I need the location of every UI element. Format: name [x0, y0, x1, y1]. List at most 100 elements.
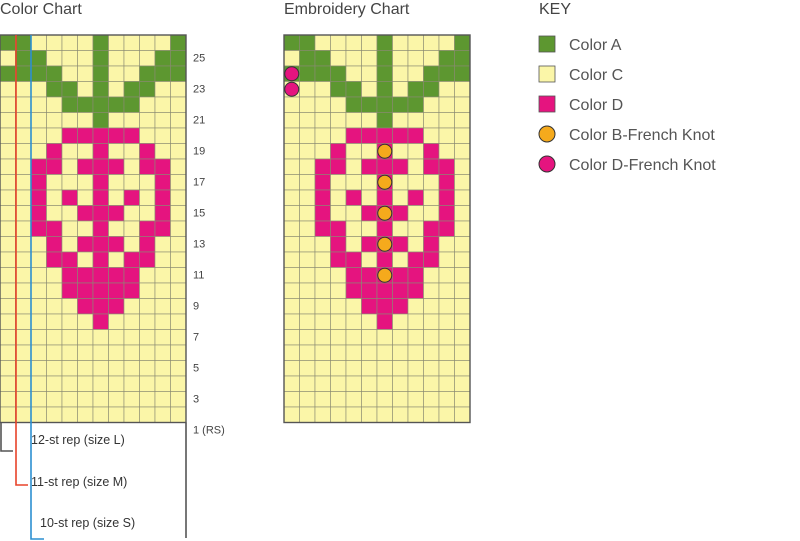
color-chart-stitch-15-7	[108, 267, 125, 284]
color-chart-stitch-21-1	[15, 360, 32, 377]
color-chart-stitch-2-1	[15, 65, 32, 82]
embroidery-chart-stitch-1-10	[438, 50, 455, 67]
embroidery-chart-stitch-0-7	[392, 34, 409, 51]
color-chart-stitch-1-5	[77, 50, 94, 67]
embroidery-chart-stitch-17-11	[454, 298, 471, 315]
embroidery-chart-stitch-19-9	[423, 329, 440, 346]
color-chart-stitch-18-3	[46, 313, 63, 330]
embroidery-chart-stitch-9-1	[299, 174, 316, 191]
color-chart-stitch-10-10	[154, 189, 171, 206]
color-chart-stitch-1-1	[15, 50, 32, 67]
color-chart-stitch-11-5	[77, 205, 94, 222]
color-chart-stitch-9-8	[123, 174, 140, 191]
color-chart-stitch-2-0	[0, 65, 16, 82]
embroidery-chart-stitch-3-3	[330, 81, 347, 98]
color-chart-stitch-16-9	[139, 282, 156, 299]
embroidery-chart-stitch-7-4	[345, 143, 362, 160]
embroidery-chart-stitch-10-0	[283, 189, 300, 206]
embroidery-chart-stitch-6-7	[392, 127, 409, 144]
color-chart-stitch-15-4	[61, 267, 78, 284]
embroidery-chart-stitch-11-4	[345, 205, 362, 222]
embroidery-chart-stitch-7-2	[314, 143, 331, 160]
embroidery-chart-stitch-15-8	[407, 267, 424, 284]
embroidery-chart-stitch-9-4	[345, 174, 362, 191]
embroidery-chart-stitch-20-2	[314, 344, 331, 361]
color-chart-stitch-0-11	[170, 34, 187, 51]
embroidery-chart-stitch-0-5	[361, 34, 378, 51]
embroidery-chart-stitch-4-5	[361, 96, 378, 113]
color-chart-stitch-8-0	[0, 158, 16, 175]
french-knot-color-b-3	[377, 174, 393, 190]
color-chart-stitch-5-4	[61, 112, 78, 129]
color-chart-stitch-23-5	[77, 391, 94, 408]
embroidery-chart-stitch-11-9	[423, 205, 440, 222]
embroidery-chart-stitch-8-10	[438, 158, 455, 175]
color-chart-stitch-3-6	[92, 81, 109, 98]
color-chart-stitch-15-10	[154, 267, 171, 284]
color-chart-stitch-23-10	[154, 391, 171, 408]
embroidery-chart-stitch-1-2	[314, 50, 331, 67]
color-chart-stitch-8-5	[77, 158, 94, 175]
embroidery-chart-stitch-8-4	[345, 158, 362, 175]
embroidery-chart-stitch-10-7	[392, 189, 409, 206]
embroidery-chart-stitch-1-3	[330, 50, 347, 67]
embroidery-chart-stitch-21-0	[283, 360, 300, 377]
embroidery-chart-stitch-22-6	[376, 375, 393, 392]
embroidery-chart-stitch-24-9	[423, 406, 440, 423]
repeat-markers: 12-st rep (size L) 11-st rep (size M) 10…	[0, 35, 187, 540]
color-chart-stitch-15-1	[15, 267, 32, 284]
embroidery-chart-stitch-24-7	[392, 406, 409, 423]
row-label: 9	[193, 301, 199, 313]
embroidery-chart-stitch-24-3	[330, 406, 347, 423]
embroidery-chart-stitch-2-10	[438, 65, 455, 82]
embroidery-chart-stitch-4-1	[299, 96, 316, 113]
embroidery-chart-stitch-13-7	[392, 236, 409, 253]
color-chart-stitch-11-6	[92, 205, 109, 222]
embroidery-chart-stitch-1-6	[376, 50, 393, 67]
row-label: 7	[193, 332, 199, 344]
color-chart-stitch-8-7	[108, 158, 125, 175]
color-chart-stitch-2-11	[170, 65, 187, 82]
embroidery-chart-stitch-6-6	[376, 127, 393, 144]
embroidery-chart-stitch-4-3	[330, 96, 347, 113]
color-chart-stitch-1-6	[92, 50, 109, 67]
color-chart-stitch-14-3	[46, 251, 63, 268]
color-chart-stitch-1-3	[46, 50, 63, 67]
color-chart-stitch-0-1	[15, 34, 32, 51]
color-chart-stitch-0-9	[139, 34, 156, 51]
embroidery-chart-stitch-11-11	[454, 205, 471, 222]
embroidery-chart-stitch-5-10	[438, 112, 455, 129]
color-chart-stitch-19-11	[170, 329, 187, 346]
color-chart-stitch-21-8	[123, 360, 140, 377]
color-chart-stitch-24-9	[139, 406, 156, 423]
embroidery-chart-stitch-20-3	[330, 344, 347, 361]
embroidery-chart-stitch-15-9	[423, 267, 440, 284]
color-chart-stitch-7-10	[154, 143, 171, 160]
color-chart-stitch-3-8	[123, 81, 140, 98]
repeat-label-size-m: 11-st rep (size M)	[31, 475, 127, 489]
color-chart-stitch-7-6	[92, 143, 109, 160]
color-chart-stitch-10-8	[123, 189, 140, 206]
color-chart-stitch-1-11	[170, 50, 187, 67]
color-chart-stitch-12-7	[108, 220, 125, 237]
color-chart-stitch-3-7	[108, 81, 125, 98]
color-chart-stitch-1-2	[30, 50, 47, 67]
color-chart-stitch-16-5	[77, 282, 94, 299]
embroidery-chart-stitch-13-10	[438, 236, 455, 253]
embroidery-chart-stitch-8-1	[299, 158, 316, 175]
color-chart-stitch-24-7	[108, 406, 125, 423]
embroidery-chart-stitch-18-7	[392, 313, 409, 330]
color-chart-stitch-14-10	[154, 251, 171, 268]
color-chart-stitch-6-11	[170, 127, 187, 144]
embroidery-chart-stitch-6-3	[330, 127, 347, 144]
color-chart-stitch-17-6	[92, 298, 109, 315]
color-chart-stitch-18-8	[123, 313, 140, 330]
embroidery-chart-stitch-9-2	[314, 174, 331, 191]
color-chart-stitch-11-11	[170, 205, 187, 222]
color-chart-stitch-13-4	[61, 236, 78, 253]
color-chart-stitch-12-0	[0, 220, 16, 237]
embroidery-chart-stitch-21-11	[454, 360, 471, 377]
color-chart-stitch-18-10	[154, 313, 171, 330]
color-chart-stitch-22-2	[30, 375, 47, 392]
embroidery-chart-stitch-12-1	[299, 220, 316, 237]
